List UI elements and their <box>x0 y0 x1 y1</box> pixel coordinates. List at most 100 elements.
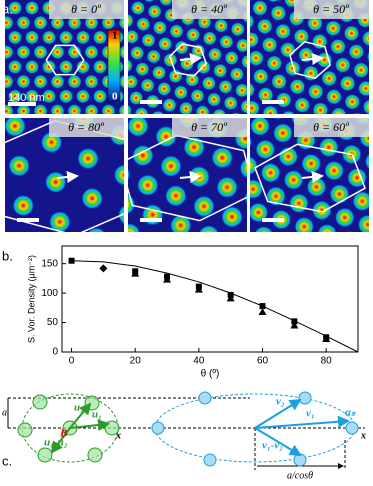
vortex <box>248 50 264 66</box>
image-panel: θ = 40º <box>106 0 267 135</box>
vortex <box>165 185 187 207</box>
panel-label: c. <box>2 453 12 468</box>
vortex <box>255 139 275 159</box>
panel-title: θ = 50º <box>313 2 349 16</box>
vortex <box>224 96 238 110</box>
panel-title: θ = 0º <box>71 2 101 16</box>
vortex <box>353 62 369 78</box>
vortex <box>162 98 176 112</box>
vortex <box>33 104 47 118</box>
vortex <box>152 66 166 80</box>
vortex <box>59 60 73 74</box>
vortex <box>130 46 144 60</box>
vortex <box>344 25 360 41</box>
label: u₁ <box>92 409 102 421</box>
vortex <box>230 67 244 81</box>
vortex <box>8 30 22 44</box>
vortex <box>186 28 200 42</box>
vortex <box>226 236 248 258</box>
x-tick-label: 80 <box>321 356 333 367</box>
vortex <box>190 89 204 103</box>
vortex <box>153 21 167 35</box>
vortex <box>321 70 337 86</box>
vortex <box>16 74 30 88</box>
vortex <box>294 217 314 237</box>
image-panel: θ = 70º <box>104 96 271 258</box>
vortex <box>0 104 14 118</box>
colorbar-label: 0 <box>112 91 118 103</box>
y-tick-label: 50 <box>47 317 59 328</box>
vortex <box>319 137 339 157</box>
vortex <box>294 454 306 466</box>
vortex <box>250 116 270 136</box>
label: a <box>2 407 7 418</box>
scale-bar <box>17 218 39 222</box>
vortex <box>254 226 274 246</box>
vortex <box>169 24 183 38</box>
vortex <box>252 0 268 16</box>
vortex <box>93 30 107 44</box>
vortex <box>317 224 337 244</box>
vortex <box>301 154 321 174</box>
vortex <box>8 60 22 74</box>
vortex <box>175 40 189 54</box>
vortex <box>93 89 107 103</box>
panel-title: θ = 40º <box>191 2 227 16</box>
vortex <box>131 1 145 15</box>
vortex <box>277 233 297 253</box>
vortex <box>42 30 56 44</box>
x-axis-label: θ (º) <box>201 369 220 380</box>
vortex <box>257 18 273 34</box>
label: v₂ <box>276 396 285 408</box>
vortex <box>203 31 217 45</box>
vortex <box>325 20 341 36</box>
vortex <box>38 448 52 462</box>
vortex <box>303 65 319 81</box>
vortex <box>271 74 287 90</box>
vortex <box>88 448 102 462</box>
point <box>99 264 107 272</box>
vortex <box>4 115 26 137</box>
vortex <box>141 33 155 47</box>
scale-label: 140 nm <box>8 92 45 104</box>
vortex <box>84 74 98 88</box>
vortex <box>218 80 232 94</box>
vortex <box>289 79 305 95</box>
label: u₂ <box>74 402 84 414</box>
vortex <box>213 64 227 78</box>
label: αₛ <box>345 407 356 419</box>
vortex <box>211 147 233 169</box>
vortex <box>84 45 98 59</box>
y-tick-label: 100 <box>41 288 58 299</box>
vortex <box>235 83 249 97</box>
vortex <box>0 89 5 103</box>
vortex <box>147 49 161 63</box>
vortex <box>157 82 171 96</box>
vortex <box>8 155 30 177</box>
x-tick-label: 40 <box>193 356 205 367</box>
vortex <box>346 422 358 434</box>
vortex <box>231 22 245 36</box>
label: a/cosθ <box>287 470 313 481</box>
vortex <box>179 101 193 115</box>
vortex <box>93 60 107 74</box>
vortex <box>273 123 293 143</box>
vortex <box>77 148 99 170</box>
vortex <box>76 30 90 44</box>
vortex <box>289 193 309 213</box>
point <box>69 258 75 264</box>
vortex <box>59 30 73 44</box>
vortex <box>276 92 292 108</box>
vortex <box>125 30 139 44</box>
vortex <box>335 57 351 73</box>
x-tick-label: 0 <box>69 356 75 367</box>
vortex <box>152 422 164 434</box>
vortex <box>0 16 14 30</box>
vortex <box>0 60 5 74</box>
x-tick-label: 60 <box>257 356 269 367</box>
scale-bar <box>262 218 284 222</box>
label: x <box>360 430 366 441</box>
vortex <box>18 423 32 437</box>
vortex <box>253 69 269 85</box>
vortex <box>214 19 228 33</box>
